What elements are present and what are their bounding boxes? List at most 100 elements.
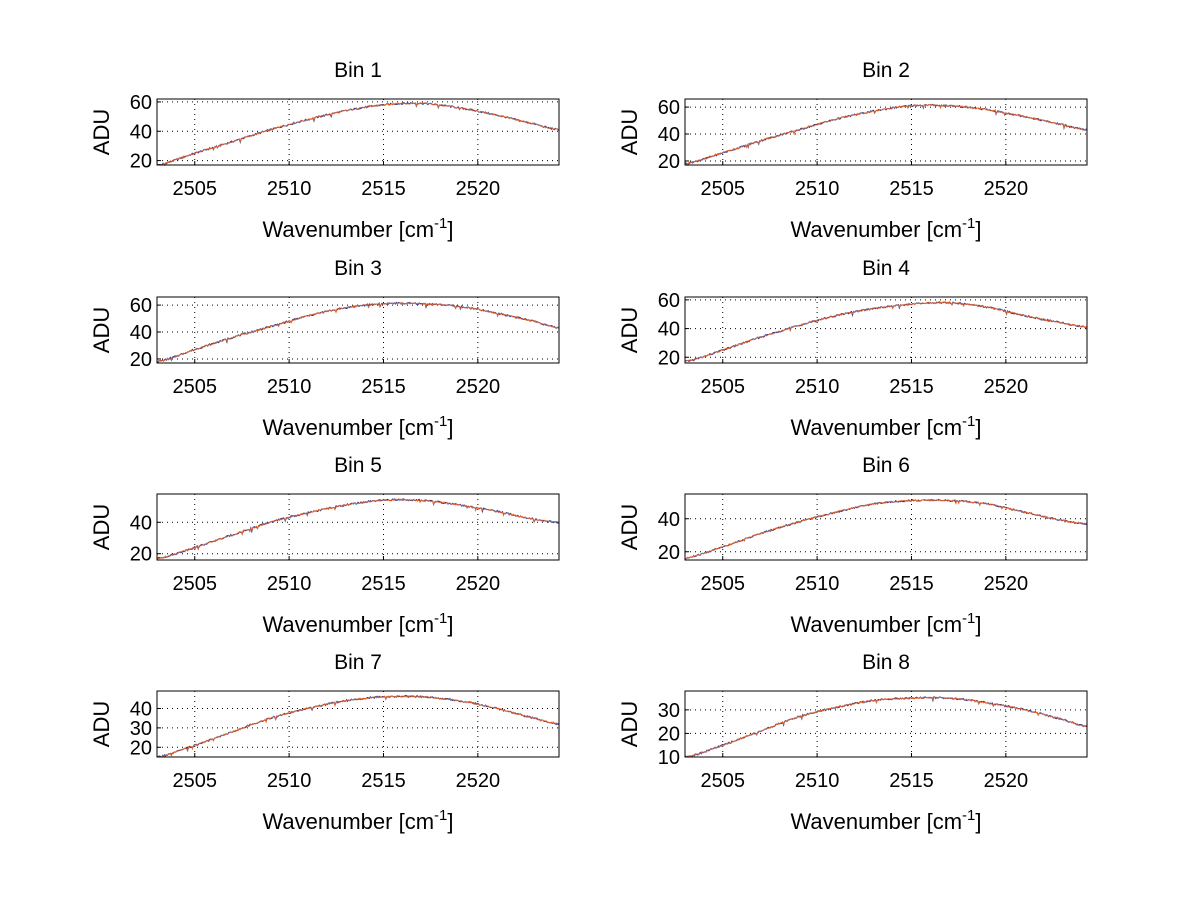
- subplot-bin-3: 2505 2510 2515 2520 20 40 60 Bin 3 Wavenumber [c…: [89, 257, 560, 440]
- subplot-title: Bin 6: [862, 454, 910, 477]
- y-axis-label: ADU: [617, 504, 642, 550]
- series-line-1: [156, 101, 560, 167]
- y-axis-label: ADU: [89, 504, 114, 550]
- y-tick-label: 20: [130, 737, 152, 759]
- x-tick-label: 2520: [456, 573, 501, 595]
- x-axis-label: Wavenumber [cm-1]: [790, 610, 981, 637]
- x-tick-label: 2515: [889, 573, 934, 595]
- x-tick-label: 2520: [456, 770, 501, 792]
- x-tick-label: 2520: [984, 376, 1029, 398]
- x-tick-label: 2515: [361, 770, 406, 792]
- y-tick-label: 20: [658, 151, 680, 173]
- y-axis-label: ADU: [89, 307, 114, 353]
- y-axis-label: ADU: [617, 109, 642, 155]
- x-tick-label: 2505: [172, 376, 217, 398]
- x-tick-label: 2520: [984, 573, 1029, 595]
- x-tick-label: 2520: [456, 178, 501, 200]
- y-tick-label: 60: [658, 97, 680, 119]
- x-tick-label: 2520: [984, 178, 1029, 200]
- x-axis-label: Wavenumber [cm-1]: [262, 215, 453, 242]
- x-tick-label: 2505: [172, 178, 217, 200]
- x-tick-label: 2505: [700, 376, 745, 398]
- subplot-bin-4: 2505 2510 2515 2520 20 40 60 Bin 4 Wavenumber [c…: [617, 257, 1088, 440]
- series-line-2: [684, 103, 1088, 166]
- axes-frame: [156, 690, 560, 758]
- subplot-title: Bin 7: [334, 651, 382, 674]
- subplot-title: Bin 4: [862, 257, 910, 280]
- x-tick-label: 2515: [889, 376, 934, 398]
- y-tick-label: 20: [658, 723, 680, 745]
- x-tick-label: 2505: [700, 178, 745, 200]
- y-tick-label: 10: [658, 747, 680, 769]
- y-tick-label: 30: [658, 700, 680, 722]
- series-line-2: [684, 301, 1088, 362]
- subplot-title: Bin 3: [334, 257, 382, 280]
- x-tick-label: 2505: [700, 770, 745, 792]
- series-line-2: [157, 498, 560, 560]
- y-tick-label: 30: [130, 718, 152, 740]
- axes-frame: [156, 98, 560, 166]
- series-line-2: [156, 302, 560, 363]
- x-axis-label: Wavenumber [cm-1]: [790, 413, 981, 440]
- x-tick-label: 2520: [456, 376, 501, 398]
- series-line-1: [684, 301, 1088, 362]
- x-tick-label: 2505: [172, 770, 217, 792]
- y-tick-label: 40: [130, 121, 152, 143]
- axes-frame: [156, 296, 560, 364]
- series-line-2: [684, 696, 1088, 758]
- x-axis-label: Wavenumber [cm-1]: [262, 610, 453, 637]
- subplot-title: Bin 1: [334, 59, 382, 82]
- x-axis-label: Wavenumber [cm-1]: [790, 215, 981, 242]
- x-tick-label: 2515: [889, 770, 934, 792]
- x-tick-label: 2510: [267, 573, 312, 595]
- y-axis-label: ADU: [617, 701, 642, 747]
- series-line-1: [156, 497, 560, 560]
- subplot-bin-6: 2505 2510 2515 2520 20 40 Bin 6 Wavenumber [cm-…: [617, 454, 1088, 637]
- y-axis-label: ADU: [617, 307, 642, 353]
- series-line-2: [156, 101, 560, 166]
- axes-frame: [156, 493, 560, 561]
- subplot-title: Bin 8: [862, 651, 910, 674]
- y-tick-label: 20: [130, 151, 152, 173]
- y-tick-label: 20: [130, 349, 152, 371]
- subplot-title: Bin 5: [334, 454, 382, 477]
- x-tick-label: 2510: [267, 178, 312, 200]
- y-tick-label: 20: [658, 542, 680, 564]
- x-axis-label: Wavenumber [cm-1]: [262, 807, 453, 834]
- axes-frame: [684, 98, 1088, 166]
- y-tick-label: 20: [130, 544, 152, 566]
- y-tick-label: 20: [658, 347, 680, 369]
- x-tick-label: 2515: [361, 178, 406, 200]
- x-tick-label: 2510: [267, 770, 312, 792]
- y-tick-label: 40: [130, 512, 152, 534]
- series-line-1: [684, 696, 1088, 758]
- x-axis-label: Wavenumber [cm-1]: [262, 413, 453, 440]
- y-tick-label: 40: [130, 322, 152, 344]
- subplot-bin-2: 2505 2510 2515 2520 20 40 60 Bin 2 Wavenumber [c…: [617, 59, 1088, 242]
- x-tick-label: 2510: [267, 376, 312, 398]
- y-tick-label: 40: [130, 698, 152, 720]
- x-tick-label: 2515: [889, 178, 934, 200]
- x-tick-label: 2510: [795, 770, 840, 792]
- y-tick-label: 60: [658, 290, 680, 312]
- y-tick-label: 40: [658, 124, 680, 146]
- x-tick-label: 2515: [361, 376, 406, 398]
- x-tick-label: 2505: [172, 573, 217, 595]
- series-line-2: [684, 499, 1088, 561]
- subplot-bin-1: 2505 2510 2515 2520 20 40 60 Bin 1 Wavenumber [c…: [89, 59, 560, 242]
- y-axis-label: ADU: [89, 701, 114, 747]
- y-tick-label: 60: [130, 92, 152, 114]
- x-tick-label: 2520: [984, 770, 1029, 792]
- axes-frame: [684, 296, 1088, 364]
- y-tick-label: 60: [130, 295, 152, 317]
- x-tick-label: 2510: [795, 573, 840, 595]
- series-line-2: [157, 695, 560, 758]
- x-axis-label: Wavenumber [cm-1]: [790, 807, 981, 834]
- y-tick-label: 40: [658, 509, 680, 531]
- subplot-title: Bin 2: [862, 59, 910, 82]
- series-line-1: [684, 498, 1088, 561]
- axes-frame: [684, 493, 1088, 561]
- x-tick-label: 2515: [361, 573, 406, 595]
